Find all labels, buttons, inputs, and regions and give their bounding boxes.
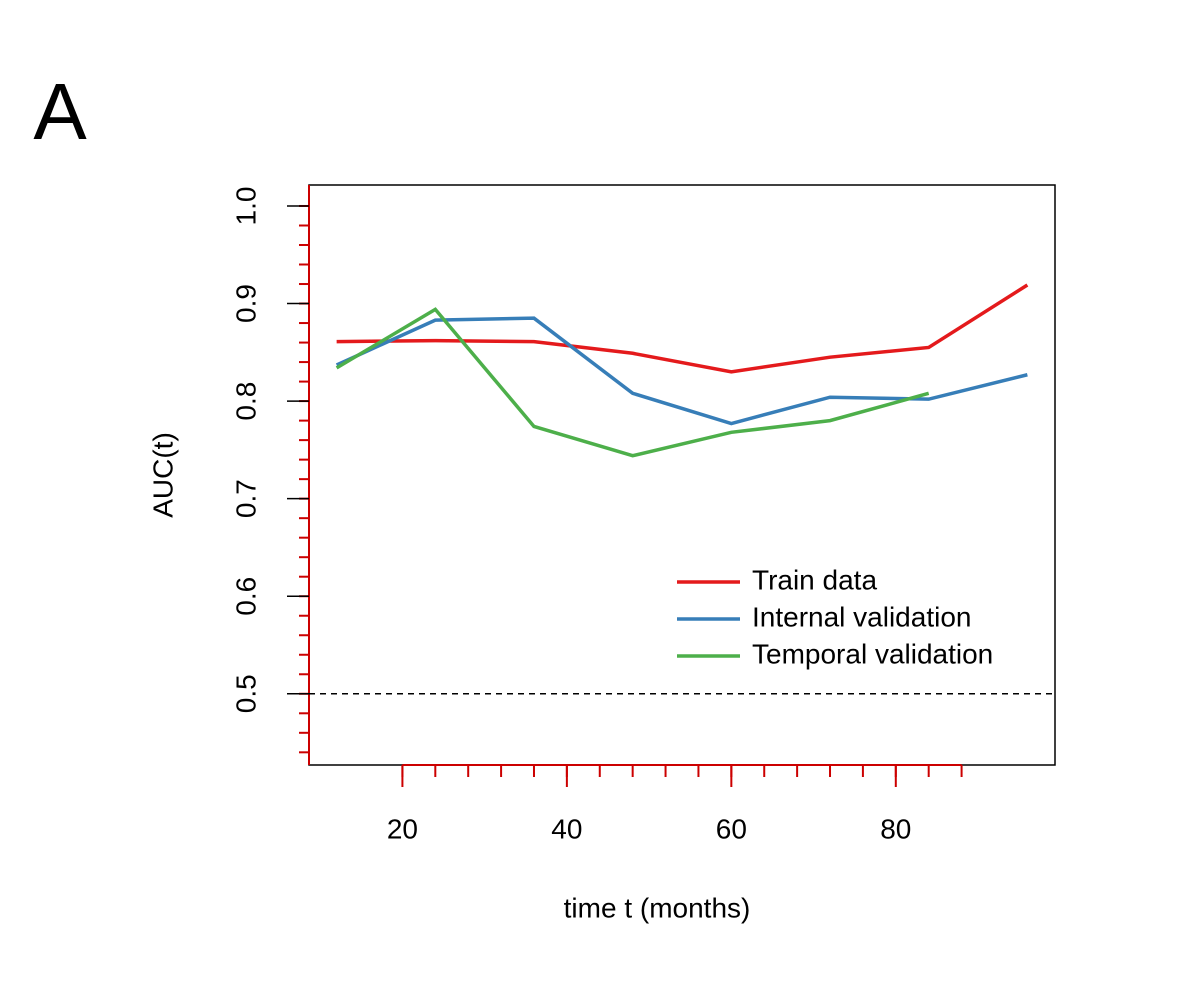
y-axis-label: AUC(t): [147, 432, 178, 518]
y-tick-label: 1.0: [230, 187, 261, 226]
x-tick-label: 20: [387, 813, 418, 844]
y-tick-label: 0.6: [230, 577, 261, 616]
y-tick-label: 0.9: [230, 284, 261, 323]
y-tick-label: 0.5: [230, 674, 261, 713]
legend-label: Temporal validation: [752, 638, 993, 669]
x-tick-label: 80: [880, 813, 911, 844]
legend-label: Train data: [752, 564, 877, 595]
series-line: [335, 307, 930, 458]
panel-label: A: [33, 67, 87, 156]
x-tick-label: 60: [716, 813, 747, 844]
series-line: [336, 283, 1029, 374]
x-axis-label: time t (months): [564, 892, 751, 923]
plot-frame: [308, 184, 1056, 766]
y-tick-label: 0.8: [230, 382, 261, 421]
y-tick-label: 0.7: [230, 479, 261, 518]
legend-label: Internal validation: [752, 601, 971, 632]
series-line: [335, 316, 1028, 426]
x-tick-label: 40: [551, 813, 582, 844]
